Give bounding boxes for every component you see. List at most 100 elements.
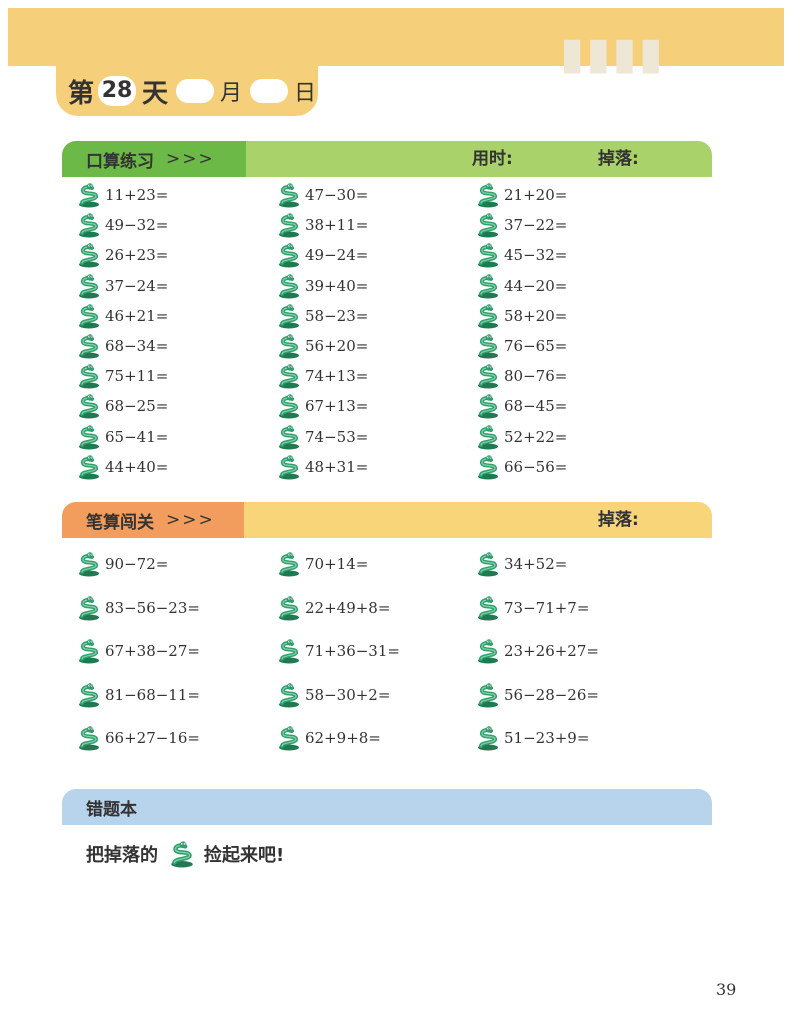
snake-icon	[475, 454, 501, 480]
problem-text: 75+11=	[105, 367, 169, 386]
snake-icon	[475, 212, 501, 238]
problem-item: 49−24=	[276, 242, 368, 268]
problem-item: 80−76=	[475, 363, 567, 389]
snake-icon	[276, 212, 302, 238]
problem-item: 23+26+27=	[475, 638, 599, 664]
problem-text: 74+13=	[305, 367, 369, 386]
day-number: 28	[98, 76, 137, 106]
problem-item: 34+52=	[475, 551, 567, 577]
snake-icon	[475, 595, 501, 621]
page-number: 39	[716, 980, 737, 999]
problem-item: 68−25=	[76, 393, 168, 419]
problem-item: 11+23=	[76, 182, 168, 208]
problem-text: 26+23=	[105, 246, 169, 265]
oral-practice-title: 口算练习	[86, 151, 154, 172]
problem-text: 58+20=	[504, 306, 568, 325]
snake-icon	[276, 273, 302, 299]
problem-item: 47−30=	[276, 182, 368, 208]
mistakes-bar: 错题本	[62, 789, 712, 825]
problem-text: 58−30+2=	[305, 685, 391, 704]
day-prefix: 第	[68, 78, 95, 109]
problem-item: 74+13=	[276, 363, 368, 389]
problem-item: 46+21=	[76, 303, 168, 329]
problem-text: 66+27−16=	[105, 729, 200, 747]
snake-icon	[276, 363, 302, 389]
problem-text: 71+36−31=	[305, 642, 400, 660]
problem-text: 68−25=	[105, 397, 169, 416]
problem-item: 51−23+9=	[475, 725, 589, 751]
day-suffix: 天	[142, 78, 169, 109]
problem-text: 58−23=	[305, 306, 369, 325]
time-label: 用时:	[472, 149, 513, 169]
problem-item: 22+49+8=	[276, 595, 390, 621]
snake-icon	[276, 182, 302, 208]
problem-text: 22+49+8=	[305, 598, 391, 617]
problem-item: 70+14=	[276, 551, 368, 577]
problem-text: 67+38−27=	[105, 642, 200, 660]
problem-item: 37−24=	[76, 273, 168, 299]
problem-item: 37−22=	[475, 212, 567, 238]
written-practice-title: 笔算闯关	[86, 512, 154, 533]
problem-item: 75+11=	[76, 363, 168, 389]
snake-icon	[475, 725, 501, 751]
snake-icon	[475, 333, 501, 359]
snake-icon	[276, 725, 302, 751]
snake-icon	[76, 182, 102, 208]
problem-text: 80−76=	[504, 367, 568, 386]
problem-text: 76−65=	[504, 337, 568, 355]
snake-icon	[475, 393, 501, 419]
oral-dropped-label: 掉落:	[598, 149, 639, 169]
problem-text: 38+11=	[305, 216, 369, 235]
mistakes-note: 把掉落的 捡起来吧!	[86, 838, 284, 870]
snake-icon	[76, 454, 102, 480]
snake-icon	[76, 273, 102, 299]
problem-item: 68−34=	[76, 333, 168, 359]
problem-text: 65−41=	[105, 427, 169, 446]
snake-icon	[76, 303, 102, 329]
problem-item: 62+9+8=	[276, 725, 381, 751]
problem-item: 58−30+2=	[276, 682, 390, 708]
snake-icon	[76, 424, 102, 450]
problem-item: 73−71+7=	[475, 595, 589, 621]
day-tab: 第 28 天 月 日	[56, 66, 318, 116]
problem-text: 51−23+9=	[504, 729, 590, 747]
problem-item: 58−23=	[276, 303, 368, 329]
problem-text: 56−28−26=	[504, 685, 599, 704]
problem-text: 56+20=	[305, 337, 369, 355]
problem-text: 62+9+8=	[305, 729, 381, 747]
snake-icon	[276, 424, 302, 450]
snake-icon	[76, 551, 102, 577]
month-blank[interactable]	[176, 79, 215, 103]
snake-icon	[475, 551, 501, 577]
written-practice-label: 笔算闯关 >>>	[62, 502, 244, 538]
problem-text: 45−32=	[504, 246, 568, 265]
snake-icon	[475, 182, 501, 208]
problem-text: 68−45=	[504, 397, 568, 416]
problem-item: 90−72=	[76, 551, 168, 577]
day-blank[interactable]	[250, 79, 289, 103]
snake-icon	[76, 333, 102, 359]
problem-item: 52+22=	[475, 424, 567, 450]
snake-icon	[168, 840, 196, 868]
chevron-icon: >>>	[166, 149, 215, 169]
problem-item: 67+13=	[276, 393, 368, 419]
header-band	[8, 8, 784, 66]
problem-item: 67+38−27=	[76, 638, 200, 664]
problem-item: 21+20=	[475, 182, 567, 208]
problem-text: 44+40=	[105, 457, 169, 476]
snake-icon	[475, 242, 501, 268]
problem-text: 49−32=	[105, 216, 169, 235]
problem-text: 90−72=	[105, 555, 169, 573]
problem-text: 23+26+27=	[504, 642, 599, 660]
snake-icon	[76, 212, 102, 238]
problem-text: 37−24=	[105, 276, 169, 295]
snake-icon	[76, 242, 102, 268]
problem-text: 34+52=	[504, 555, 568, 573]
problem-item: 83−56−23=	[76, 595, 200, 621]
snake-icon	[276, 242, 302, 268]
problem-text: 81−68−11=	[105, 685, 200, 704]
snake-icon	[76, 393, 102, 419]
problem-item: 39+40=	[276, 273, 368, 299]
snake-icon	[475, 682, 501, 708]
snake-icon	[475, 273, 501, 299]
